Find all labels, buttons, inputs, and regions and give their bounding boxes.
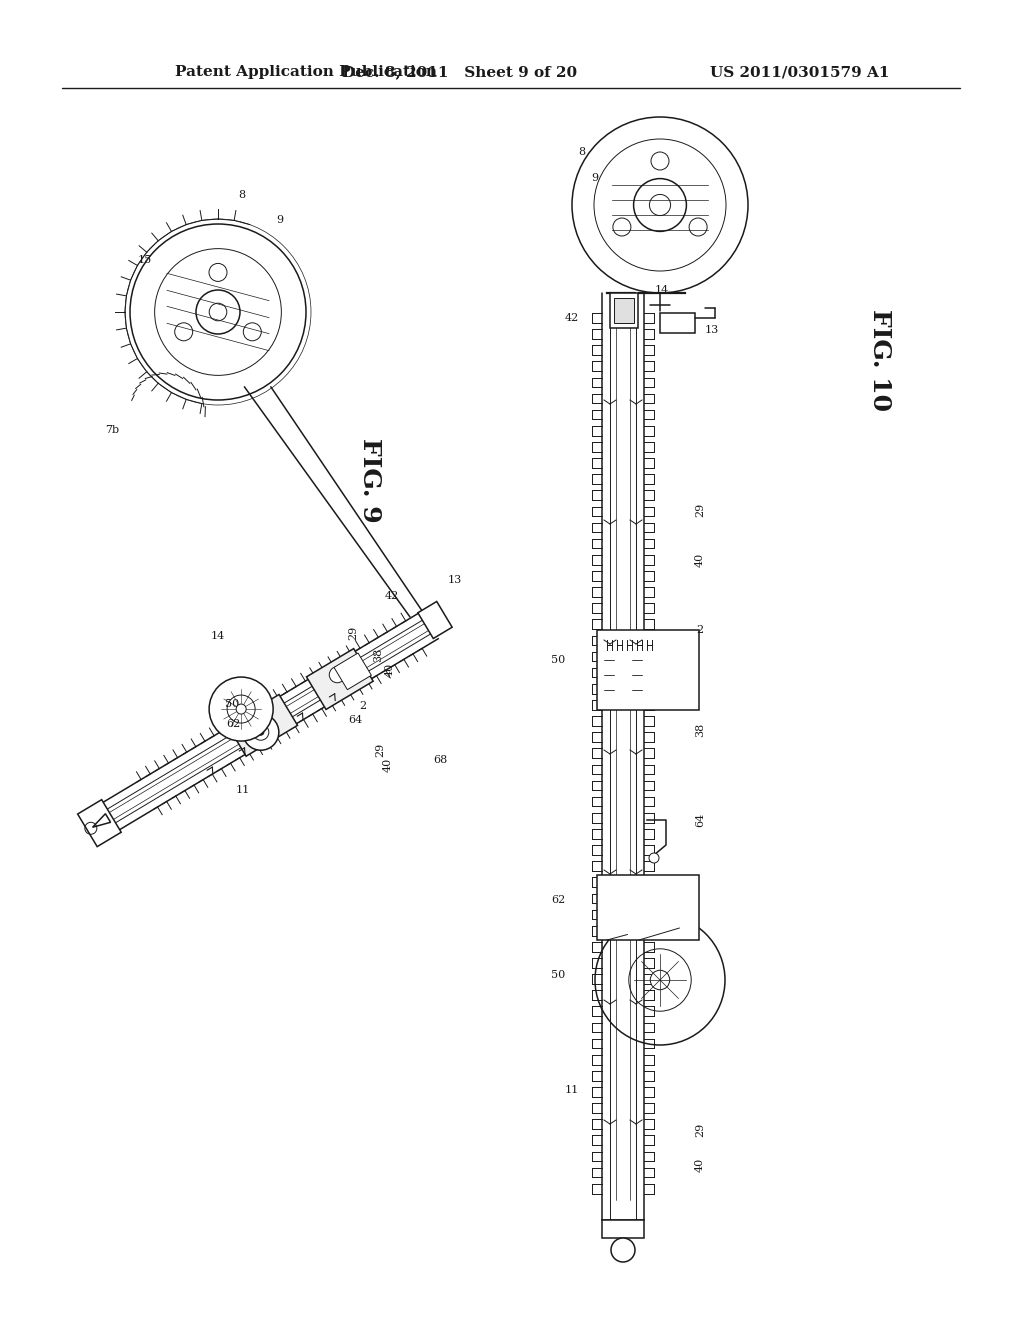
Circle shape <box>330 667 345 682</box>
Circle shape <box>649 194 671 215</box>
Text: FIG. 10: FIG. 10 <box>868 309 892 411</box>
Text: 62: 62 <box>551 895 565 906</box>
Text: 40: 40 <box>695 1158 705 1172</box>
Polygon shape <box>92 813 111 828</box>
Text: 62: 62 <box>226 719 240 729</box>
Text: 8: 8 <box>579 147 586 157</box>
Text: Dec. 8, 2011   Sheet 9 of 20: Dec. 8, 2011 Sheet 9 of 20 <box>342 65 578 79</box>
Polygon shape <box>418 602 453 639</box>
Polygon shape <box>602 1220 644 1238</box>
Text: 14: 14 <box>655 285 669 294</box>
Text: 40: 40 <box>383 758 393 772</box>
Text: 29: 29 <box>695 503 705 517</box>
Text: 50: 50 <box>225 700 240 709</box>
Text: 15: 15 <box>138 255 153 265</box>
Polygon shape <box>597 630 699 710</box>
Text: 29: 29 <box>348 626 358 640</box>
Text: 11: 11 <box>236 785 250 795</box>
Circle shape <box>244 323 261 341</box>
Circle shape <box>237 704 246 714</box>
Text: 13: 13 <box>447 576 462 585</box>
Circle shape <box>611 1238 635 1262</box>
Text: 40: 40 <box>695 553 705 568</box>
Text: 68: 68 <box>433 755 447 766</box>
Circle shape <box>650 970 670 990</box>
Circle shape <box>649 853 659 863</box>
Polygon shape <box>227 694 298 756</box>
Circle shape <box>209 677 273 741</box>
Text: 9: 9 <box>276 215 284 224</box>
Text: 7b: 7b <box>104 425 119 436</box>
Circle shape <box>651 152 669 170</box>
Text: Patent Application Publication: Patent Application Publication <box>175 65 437 79</box>
Text: 50: 50 <box>551 655 565 665</box>
Text: 13: 13 <box>705 325 719 335</box>
Circle shape <box>689 218 708 236</box>
Text: 64: 64 <box>695 813 705 828</box>
Text: 8: 8 <box>239 190 246 201</box>
Text: 29: 29 <box>695 1123 705 1137</box>
Text: 11: 11 <box>565 1085 580 1096</box>
Circle shape <box>243 714 279 750</box>
Text: 29: 29 <box>375 743 385 758</box>
Text: 64: 64 <box>348 715 362 725</box>
Polygon shape <box>334 653 372 689</box>
Text: 38: 38 <box>695 723 705 737</box>
Circle shape <box>209 264 227 281</box>
Text: 2: 2 <box>359 701 367 711</box>
Text: 50: 50 <box>551 970 565 979</box>
Circle shape <box>253 725 269 741</box>
Polygon shape <box>306 648 373 709</box>
Polygon shape <box>614 298 634 323</box>
Polygon shape <box>597 875 699 940</box>
Polygon shape <box>610 293 638 327</box>
Circle shape <box>175 323 193 341</box>
Text: 40: 40 <box>385 663 395 677</box>
Circle shape <box>613 218 631 236</box>
Circle shape <box>209 304 226 321</box>
Text: 42: 42 <box>565 313 580 323</box>
Text: 9: 9 <box>592 173 599 183</box>
Text: US 2011/0301579 A1: US 2011/0301579 A1 <box>711 65 890 79</box>
Text: 42: 42 <box>385 591 399 601</box>
Text: 14: 14 <box>211 631 225 642</box>
Circle shape <box>227 696 255 723</box>
Text: FIG. 9: FIG. 9 <box>358 438 382 523</box>
Polygon shape <box>660 313 695 333</box>
Polygon shape <box>78 800 121 846</box>
Circle shape <box>258 729 264 735</box>
Text: 38: 38 <box>373 648 383 663</box>
Text: 2: 2 <box>696 624 703 635</box>
